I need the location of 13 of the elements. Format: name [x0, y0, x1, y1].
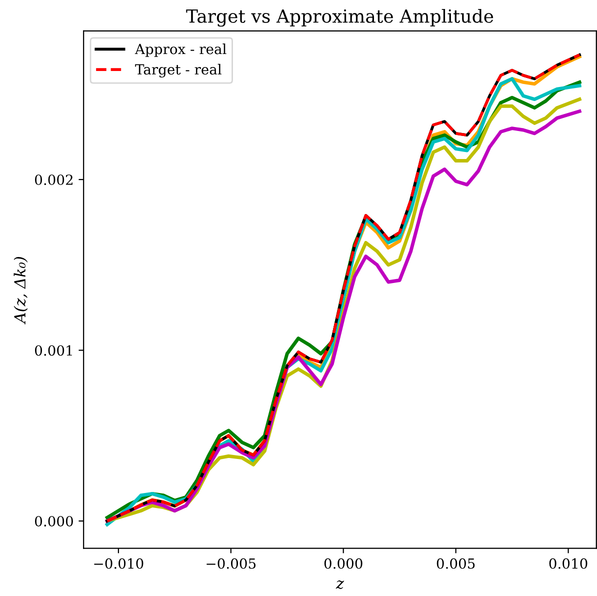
chart-title: Target vs Approximate Amplitude — [186, 8, 494, 27]
legend-label: Approx - real — [134, 43, 226, 57]
x-tick-label: 0.005 — [436, 558, 475, 569]
legend-label: Target - real — [135, 64, 222, 78]
y-tick-label: 0.000 — [35, 516, 73, 526]
y-tick-label: 0.002 — [35, 174, 72, 186]
x-tick-label: 0.010 — [549, 558, 588, 569]
y-axis-title: A(z, Δk₀) — [14, 257, 28, 324]
y-tick-label: 0.001 — [35, 345, 72, 356]
x-tick-label: −0.005 — [206, 558, 256, 569]
x-axis-title: z — [336, 580, 344, 590]
x-tick-label: −0.010 — [94, 558, 144, 569]
x-tick-label: 0.000 — [324, 558, 362, 569]
